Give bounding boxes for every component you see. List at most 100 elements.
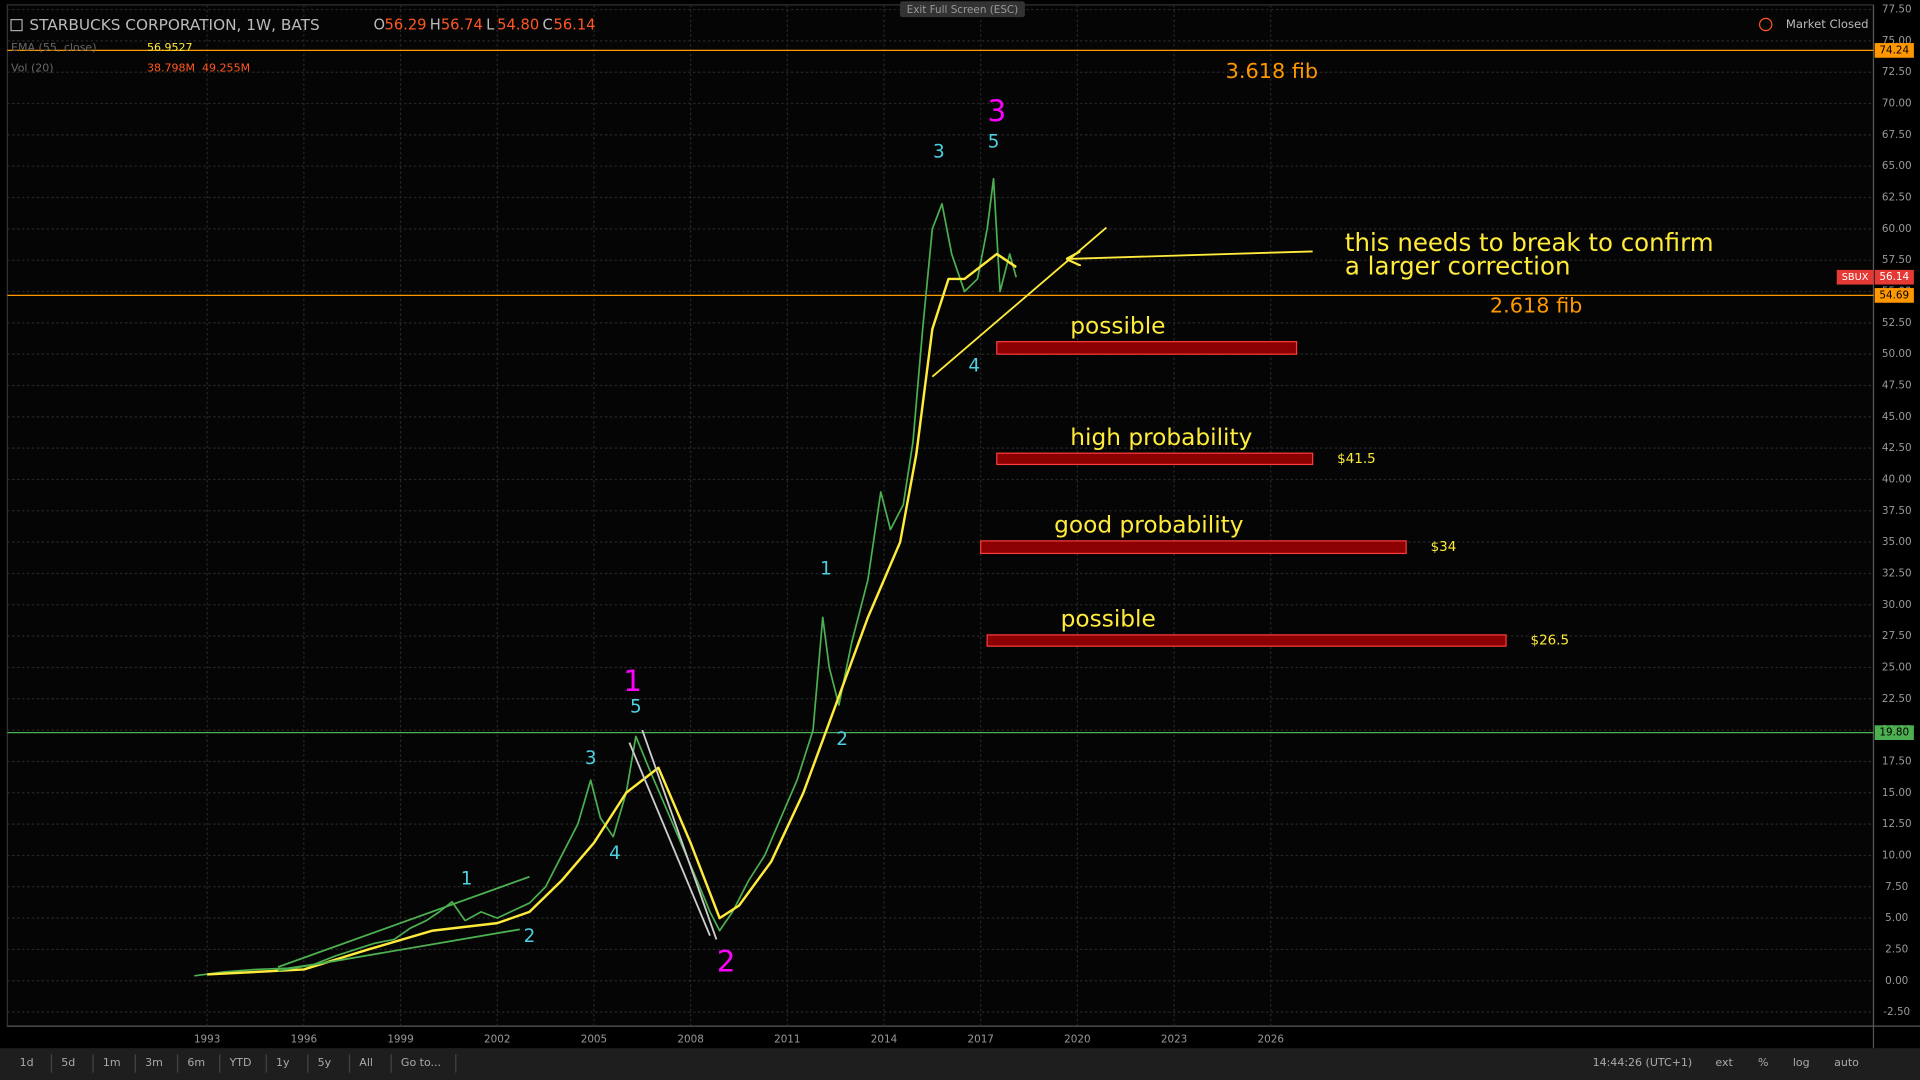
zone	[996, 452, 1314, 466]
market-status: Market Closed	[1786, 17, 1869, 31]
clock: 14:44:26 (UTC+1)	[1593, 1056, 1693, 1069]
wave-label: 2	[717, 945, 736, 979]
price-level-label: 19.80	[1879, 727, 1909, 739]
y-tick-label: 65.00	[1882, 160, 1912, 172]
status-icon	[1758, 17, 1773, 32]
zone-label: possible	[1070, 312, 1165, 339]
y-tick-label: 5.00	[1885, 912, 1908, 924]
price-level-label: 54.69	[1879, 289, 1909, 301]
symbol-title: STARBUCKS CORPORATION, 1W, BATS	[29, 16, 319, 34]
ohlc-key: O	[373, 17, 385, 34]
chart-option[interactable]: ext	[1715, 1056, 1733, 1069]
last-price-label: 56.14	[1879, 271, 1909, 283]
y-tick-label: 70.00	[1882, 98, 1912, 110]
range-button[interactable]: 1m	[103, 1056, 121, 1069]
wave-label: 4	[968, 356, 980, 377]
y-tick-label: 30.00	[1882, 599, 1912, 611]
y-tick-label: 77.50	[1882, 4, 1912, 16]
y-tick-label: 32.50	[1882, 567, 1912, 579]
x-tick-label: 2005	[581, 1034, 607, 1046]
range-button[interactable]: 1d	[20, 1056, 34, 1069]
wave-label: 4	[609, 843, 621, 864]
zone	[980, 540, 1407, 555]
wave-label: 2	[524, 926, 536, 947]
trend-line	[277, 928, 520, 972]
y-tick-label: 50.00	[1882, 348, 1912, 360]
trend-line	[641, 729, 718, 940]
series-line	[207, 252, 1017, 976]
y-tick-label: 72.50	[1882, 66, 1912, 78]
last-price-tag	[1874, 269, 1914, 285]
chart-option[interactable]: %	[1758, 1056, 1768, 1069]
menu-icon	[10, 18, 23, 32]
annotation: 2.618 fib	[1490, 294, 1582, 318]
price-level-tag	[1874, 725, 1914, 740]
wave-label: 5	[630, 697, 642, 718]
chart-option[interactable]: auto	[1834, 1056, 1859, 1069]
price-level-label: 74.24	[1879, 44, 1909, 56]
range-button[interactable]: Go to...	[401, 1056, 441, 1069]
indicator-value: 56.9527	[147, 41, 193, 54]
range-button[interactable]: 5y	[318, 1056, 332, 1069]
ohlc-key: H	[430, 17, 441, 34]
range-button[interactable]: 6m	[187, 1056, 205, 1069]
x-tick-label: 1993	[194, 1034, 220, 1046]
exit-button-bg	[900, 1, 1025, 18]
range-button[interactable]: 3m	[145, 1056, 163, 1069]
ohlc-value: 56.29	[384, 17, 426, 34]
x-tick-label: 2008	[677, 1034, 703, 1046]
annotation: this needs to break to confirm	[1345, 228, 1714, 257]
x-tick-label: 2014	[871, 1034, 898, 1046]
x-tick-label: 2017	[967, 1034, 993, 1046]
ohlc-value: 54.80	[497, 17, 539, 34]
range-button[interactable]: All	[359, 1056, 373, 1069]
y-tick-label: 57.50	[1882, 254, 1912, 266]
x-tick-label: 2002	[484, 1034, 510, 1046]
range-button[interactable]: YTD	[229, 1056, 252, 1069]
indicator-value: 38.798M	[147, 62, 195, 75]
y-tick-label: 12.50	[1882, 818, 1912, 830]
chart-option[interactable]: log	[1793, 1056, 1810, 1069]
wave-label: 1	[820, 559, 832, 580]
y-tick-label: 15.00	[1882, 787, 1912, 799]
last-price-symbol: SBUX	[1842, 272, 1869, 283]
x-tick-label: 1996	[291, 1034, 317, 1046]
y-tick-label: 35.00	[1882, 536, 1912, 548]
y-tick-label: 7.50	[1885, 881, 1908, 893]
last-price-symbol-tag	[1836, 269, 1874, 285]
y-tick-label: 40.00	[1882, 473, 1912, 485]
wave-label: 3	[933, 141, 945, 162]
zone-label: good probability	[1054, 512, 1244, 539]
ohlc-key: C	[542, 17, 552, 34]
y-tick-label: 42.50	[1882, 442, 1912, 454]
y-tick-label: -2.50	[1883, 1006, 1910, 1018]
price-level-tag	[1874, 43, 1914, 58]
y-tick-label: 2.50	[1885, 943, 1908, 955]
indicator-name: EMA (55, close)	[11, 41, 96, 54]
x-tick-label: 2026	[1258, 1034, 1284, 1046]
x-tick-label: 1999	[387, 1034, 413, 1046]
price-level-tag	[1874, 288, 1914, 303]
y-tick-label: 22.50	[1882, 693, 1912, 705]
x-tick-label: 2020	[1064, 1034, 1090, 1046]
zone-price-label: $41.5	[1337, 452, 1376, 467]
wave-label: 2	[836, 729, 848, 750]
wave-label: 3	[585, 748, 597, 769]
y-tick-label: 0.00	[1885, 975, 1908, 987]
zone-label: possible	[1061, 606, 1156, 633]
trend-line	[628, 742, 711, 937]
annotation: 3.618 fib	[1226, 59, 1318, 83]
x-tick-label: 2023	[1161, 1034, 1187, 1046]
y-tick-label: 47.50	[1882, 380, 1912, 392]
y-tick-label: 62.50	[1882, 192, 1912, 204]
wave-label: 3	[987, 94, 1006, 128]
bottom-toolbar	[0, 1048, 1920, 1080]
exit-button[interactable]: Exit Full Screen (ESC)	[907, 4, 1019, 16]
wave-label: 5	[988, 131, 1000, 152]
indicator-name: Vol (20)	[11, 62, 54, 75]
range-button[interactable]: 5d	[61, 1056, 75, 1069]
zone-label: high probability	[1070, 424, 1252, 451]
range-button[interactable]: 1y	[276, 1056, 290, 1069]
y-tick-label: 37.50	[1882, 505, 1912, 517]
